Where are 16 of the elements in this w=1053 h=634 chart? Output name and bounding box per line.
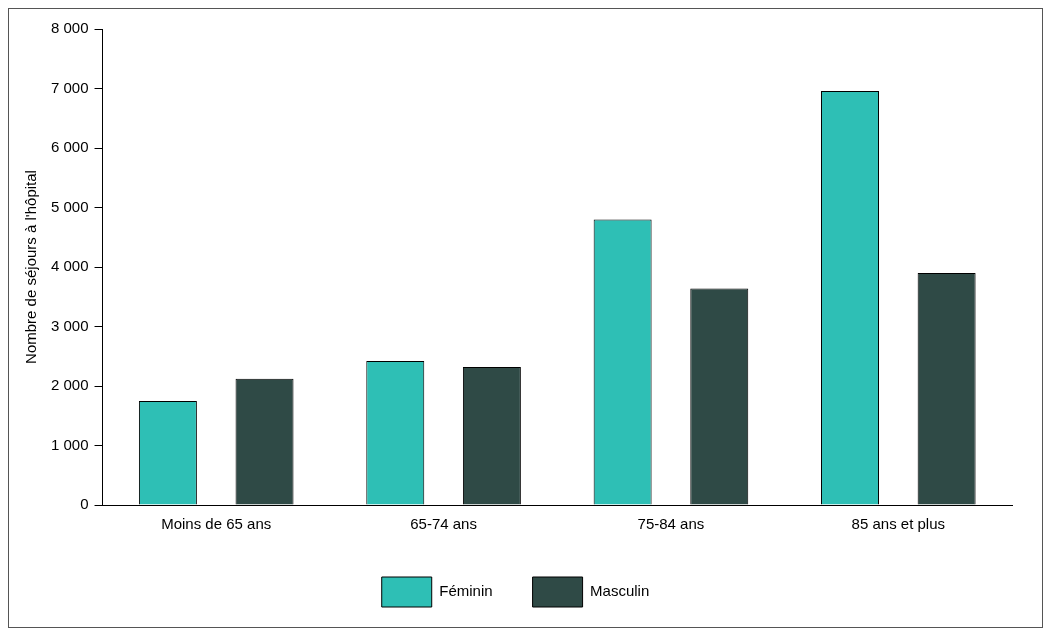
x-tick-label: 85 ans et plus bbox=[851, 515, 946, 533]
x-tick-label: 75-84 ans bbox=[637, 515, 705, 533]
legend-label: Masculin bbox=[590, 582, 650, 600]
y-tick-label: 5 000 bbox=[50, 197, 89, 215]
x-tick-label: 65-74 ans bbox=[410, 515, 477, 533]
y-tick-label: 0 bbox=[80, 495, 89, 513]
y-tick-label: 8 000 bbox=[50, 19, 89, 37]
legend-label: Féminin bbox=[439, 582, 493, 600]
y-axis-title: Nombre de séjours à l'hôpital bbox=[22, 170, 40, 364]
y-tick-label: 6 000 bbox=[50, 138, 89, 156]
y-tick-label: 1 000 bbox=[50, 435, 89, 453]
x-tick-label: Moins de 65 ans bbox=[161, 515, 272, 533]
y-tick-label: 3 000 bbox=[50, 316, 89, 334]
y-tick-label: 4 000 bbox=[50, 257, 89, 275]
y-tick-label: 2 000 bbox=[50, 376, 89, 394]
y-tick-label: 7 000 bbox=[50, 78, 89, 96]
